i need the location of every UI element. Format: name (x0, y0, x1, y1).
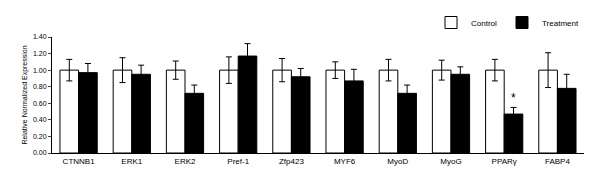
svg-text:*: * (511, 91, 516, 105)
svg-text:0.00: 0.00 (33, 149, 47, 156)
svg-text:FABP4: FABP4 (545, 157, 570, 166)
svg-text:Relative Normalized Expression: Relative Normalized Expression (21, 45, 29, 144)
svg-text:PPARγ: PPARγ (492, 157, 517, 166)
svg-text:1.40: 1.40 (33, 33, 47, 40)
svg-text:Treatment: Treatment (542, 19, 579, 28)
svg-text:0.60: 0.60 (33, 100, 47, 107)
svg-text:ERK2: ERK2 (175, 157, 196, 166)
svg-text:MyoG: MyoG (440, 157, 461, 166)
svg-text:MyoD: MyoD (387, 157, 408, 166)
svg-text:ERK1: ERK1 (121, 157, 142, 166)
svg-text:MYF6: MYF6 (334, 157, 356, 166)
svg-text:Pref-1: Pref-1 (227, 157, 249, 166)
svg-text:Control: Control (471, 19, 497, 28)
svg-text:0.20: 0.20 (33, 133, 47, 140)
svg-text:1.20: 1.20 (33, 50, 47, 57)
svg-text:0.80: 0.80 (33, 83, 47, 90)
svg-text:CTNNB1: CTNNB1 (63, 157, 96, 166)
svg-text:1.00: 1.00 (33, 67, 47, 74)
svg-text:Zfp423: Zfp423 (279, 157, 304, 166)
svg-text:0.40: 0.40 (33, 116, 47, 123)
